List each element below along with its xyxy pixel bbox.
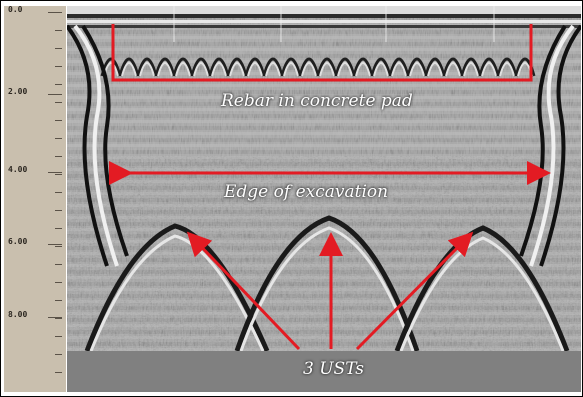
ruler-tick-mark xyxy=(48,94,62,95)
rebar-bracket xyxy=(111,24,533,82)
ruler-tick-mark xyxy=(48,172,62,173)
ruler-minor-tick xyxy=(55,336,62,337)
rebar-reflection-highlight xyxy=(157,62,173,77)
ruler-tick-mark xyxy=(48,244,62,245)
rebar-reflection xyxy=(190,57,212,77)
rebar-reflection xyxy=(172,57,194,77)
ruler-minor-tick xyxy=(55,372,62,373)
rebar-reflection-highlight xyxy=(193,62,209,77)
surface-reflection xyxy=(67,6,581,14)
rebar-reflection-highlight xyxy=(391,62,407,77)
rebar-reflection xyxy=(136,57,158,77)
ruler-minor-tick xyxy=(55,300,62,301)
rebar-reflection-highlight xyxy=(265,62,281,77)
ruler-minor-tick xyxy=(55,228,62,229)
rebar-reflection xyxy=(496,57,518,77)
rebar-reflection-highlight xyxy=(211,62,227,77)
ruler-minor-tick xyxy=(55,120,62,121)
radargram-svg xyxy=(67,6,581,392)
ruler-minor-tick xyxy=(55,30,62,31)
ruler-minor-tick xyxy=(55,66,62,67)
ust-arrows xyxy=(186,231,474,351)
rebar-reflection-highlight xyxy=(247,62,263,77)
ruler-label-0: 0.0 xyxy=(8,5,23,14)
ruler-minor-tick xyxy=(55,138,62,139)
ust-annotation: 3 USTs xyxy=(303,359,365,379)
ruler-label-3: 6.00 xyxy=(8,237,28,246)
ruler-minor-tick xyxy=(55,354,62,355)
rebar-reflection-highlight xyxy=(283,62,299,77)
ruler-minor-tick xyxy=(55,174,62,175)
ruler-minor-tick xyxy=(55,246,62,247)
depth-ruler: 0.0 2.00 4.00 6.00 8.00 xyxy=(4,5,66,392)
excavation-reflections xyxy=(67,24,581,267)
rebar-reflection xyxy=(298,57,320,77)
ruler-minor-tick xyxy=(55,282,62,283)
rebar-reflection-highlight xyxy=(175,62,191,77)
rebar-reflection xyxy=(388,57,410,77)
rebar-reflection xyxy=(154,57,176,77)
rebar-reflection xyxy=(244,57,266,77)
rebar-reflection-highlight xyxy=(481,62,497,77)
rebar-reflection-highlight xyxy=(445,62,461,77)
rebar-reflection xyxy=(334,57,356,77)
ruler-minor-tick xyxy=(55,192,62,193)
rebar-reflection xyxy=(118,57,140,77)
ruler-label-1: 2.00 xyxy=(8,87,28,96)
rebar-reflection xyxy=(226,57,248,77)
rebar-reflection-highlight xyxy=(337,62,353,77)
rebar-reflection-highlight xyxy=(427,62,443,77)
gpr-radargram xyxy=(67,6,581,392)
rebar-reflection xyxy=(262,57,284,77)
rebar-reflection xyxy=(406,57,428,77)
trace-markers xyxy=(173,6,495,42)
ruler-tick-mark xyxy=(48,317,62,318)
ruler-tick-mark xyxy=(48,12,62,13)
rebar-reflection-highlight xyxy=(373,62,389,77)
ruler-minor-tick xyxy=(55,102,62,103)
rebar-reflection xyxy=(280,57,302,77)
ruler-minor-tick xyxy=(55,84,62,85)
ruler-minor-tick xyxy=(55,156,62,157)
rebar-reflection xyxy=(208,57,230,77)
rebar-reflection xyxy=(442,57,464,77)
rebar-reflection xyxy=(370,57,392,77)
rebar-reflection-highlight xyxy=(409,62,425,77)
rebar-reflection-highlight xyxy=(355,62,371,77)
radargram-floor xyxy=(67,351,581,392)
rebar-reflection xyxy=(478,57,500,77)
rebar-reflection-highlight xyxy=(301,62,317,77)
ruler-minor-tick xyxy=(55,318,62,319)
rebar-reflection xyxy=(424,57,446,77)
rebar-reflection xyxy=(316,57,338,77)
rebar-reflection-highlight xyxy=(139,62,155,77)
edge-annotation: Edge of excavation xyxy=(224,182,389,202)
rebar-reflection-highlight xyxy=(319,62,335,77)
ruler-minor-tick xyxy=(55,48,62,49)
rebar-reflection-highlight xyxy=(463,62,479,77)
rebar-reflection-highlight xyxy=(229,62,245,77)
ruler-label-4: 8.00 xyxy=(8,310,28,319)
rebar-reflection xyxy=(460,57,482,77)
ruler-minor-tick xyxy=(55,210,62,211)
rebar-reflection xyxy=(352,57,374,77)
rebar-reflection-highlight xyxy=(499,62,515,77)
ust-hyperbolas xyxy=(84,215,570,352)
ruler-minor-tick xyxy=(55,264,62,265)
rebar-annotation: Rebar in concrete pad xyxy=(221,91,413,111)
ruler-label-2: 4.00 xyxy=(8,165,28,174)
rebar-reflection-highlight xyxy=(121,62,137,77)
